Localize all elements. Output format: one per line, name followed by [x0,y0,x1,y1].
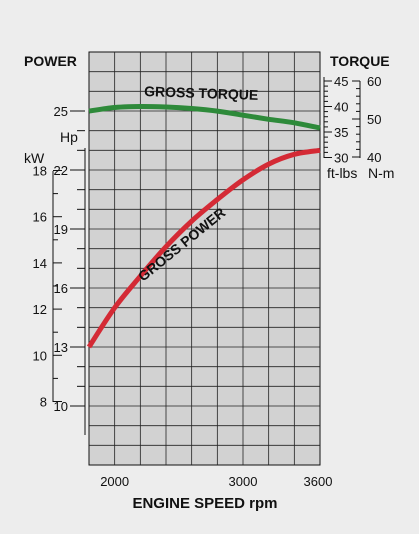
hp-tick-label: 19 [54,222,68,237]
ftlbs-tick-label: 45 [334,74,348,89]
plot-area [88,51,321,466]
hp-unit-label: Hp [60,129,78,145]
hp-tick-label: 16 [54,281,68,296]
ftlbs-tick-label: 30 [334,151,348,166]
gross-torque-line [88,103,321,131]
hp-tick-label: 10 [54,399,68,414]
x-tick-label: 2000 [100,474,129,489]
x-tick-label: 3000 [229,474,258,489]
x-tick-label: 3600 [304,474,333,489]
grid-lines [89,52,320,465]
nm-tick-label: 50 [367,112,381,127]
power-title: POWER [24,53,77,69]
torque-title: TORQUE [330,53,390,69]
kw-tick-label: 12 [33,302,47,317]
kw-tick-label: 16 [33,210,47,225]
nm-tick-label: 60 [367,74,381,89]
kw-tick-label: 10 [33,348,47,363]
axes: 2000 3000 36002522191613101816141210845403… [33,74,382,489]
hp-tick-label: 25 [54,104,68,119]
x-axis-label: ENGINE SPEED rpm [132,495,277,512]
kw-tick-label: 18 [33,164,47,179]
gross-torque-label: GROSS TORQUE [144,83,259,103]
nm-unit-label: N-m [368,165,394,181]
hp-tick-label: 13 [54,340,68,355]
gross-power-line [86,147,321,349]
nm-tick-label: 40 [367,150,381,165]
kw-tick-label: 14 [33,256,47,271]
ftlbs-tick-label: 35 [334,125,348,140]
kw-unit-label: kW [24,150,45,166]
series-layer [86,103,321,349]
ftlbs-unit-label: ft-lbs [327,165,357,181]
kw-tick-label: 8 [40,395,47,410]
ftlbs-tick-label: 40 [334,100,348,115]
